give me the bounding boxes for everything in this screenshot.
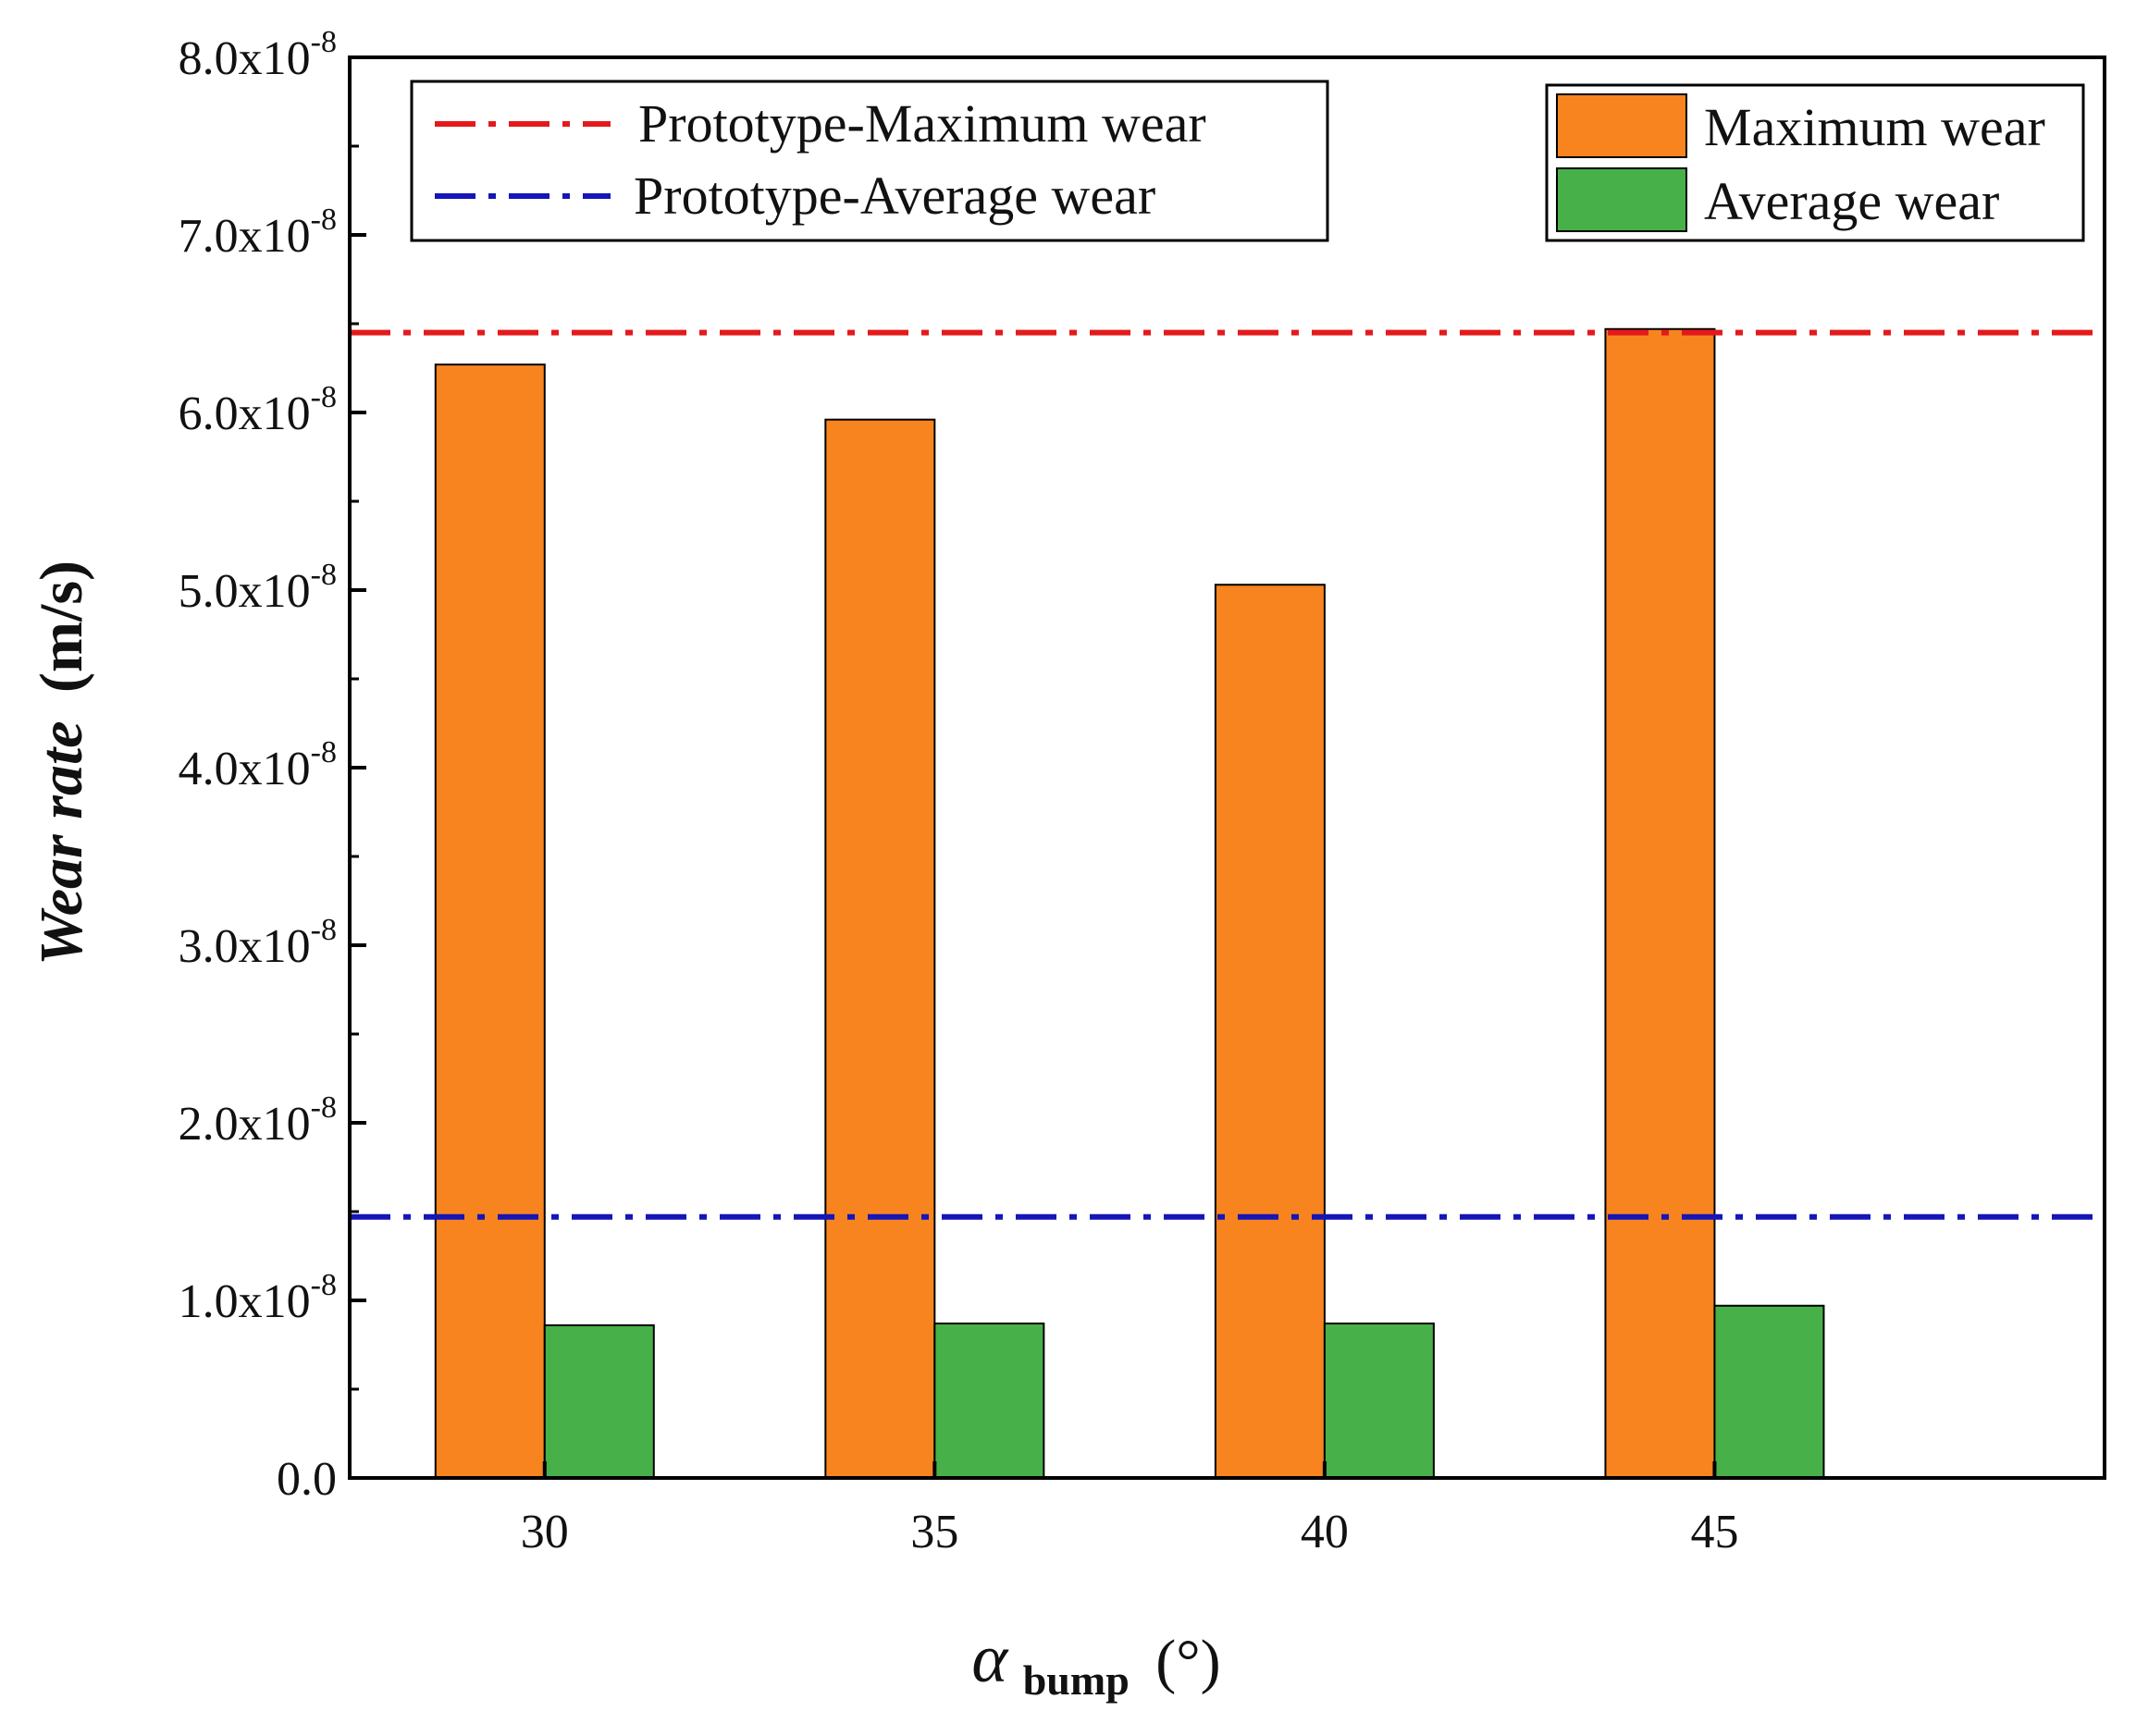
y-tick-label: 1.0x10-8 [179, 1268, 337, 1328]
y-tick-label: 4.0x10-8 [179, 735, 337, 795]
x-axis-label-unit: (°) [1155, 1628, 1220, 1695]
legend-average-wear-swatch [1556, 167, 1687, 232]
reference-lines-layer [350, 329, 2105, 1220]
x-tick-label-45: 45 [1690, 1506, 1738, 1558]
bar-maximum-wear-35 [824, 418, 936, 1479]
x-axis-label: α bump (°) [971, 1621, 1220, 1708]
legend-prototype-avg-label: Prototype-Average wear [634, 166, 1155, 226]
y-tick-label: 5.0x10-8 [179, 558, 337, 618]
bar-average-wear-40 [1323, 1322, 1435, 1479]
legend-reference-lines: Prototype-Maximum wear Prototype-Average… [410, 80, 1329, 242]
y-axis-label: Wear rate (m/s) [28, 560, 95, 966]
x-axis-label-subscript: bump [1023, 1656, 1130, 1704]
bars-layer [434, 327, 1825, 1480]
legend-maximum-wear-label: Maximum wear [1704, 97, 2045, 157]
bar-average-wear-35 [933, 1322, 1045, 1479]
y-axis-ticks: 0.0 1.0x10-8 2.0x10-8 3.0x10-8 4.0x10-8 5.0x1… [179, 25, 366, 1506]
x-axis-label-symbol: α [971, 1621, 1009, 1697]
bar-average-wear-30 [543, 1324, 655, 1479]
y-tick-label: 6.0x10-8 [179, 380, 337, 440]
y-tick-label: 2.0x10-8 [179, 1090, 337, 1151]
y-tick-label: 8.0x10-8 [179, 25, 337, 85]
x-axis-ticks: 30 35 40 45 [521, 1461, 1738, 1558]
legend-reference-box [410, 80, 1329, 242]
bar-maximum-wear-30 [434, 363, 546, 1479]
legend-prototype-max-label: Prototype-Maximum wear [638, 93, 1206, 154]
bar-maximum-wear-40 [1214, 584, 1326, 1479]
y-axis-label-main: Wear rate [28, 720, 95, 966]
bar-average-wear-45 [1713, 1304, 1825, 1480]
legend-average-wear-label: Average wear [1704, 171, 1999, 231]
legend-maximum-wear-swatch [1556, 93, 1687, 158]
x-tick-label-35: 35 [910, 1506, 958, 1558]
y-tick-label: 3.0x10-8 [179, 913, 337, 973]
y-tick-label: 7.0x10-8 [179, 203, 337, 263]
x-tick-label-40: 40 [1301, 1506, 1349, 1558]
legend-bar-series: Maximum wear Average wear [1545, 83, 2085, 242]
bar-maximum-wear-45 [1604, 327, 1716, 1479]
x-tick-label-30: 30 [521, 1506, 569, 1558]
y-tick-label: 0.0 [277, 1453, 337, 1506]
y-axis-label-unit: (m/s) [28, 560, 95, 693]
